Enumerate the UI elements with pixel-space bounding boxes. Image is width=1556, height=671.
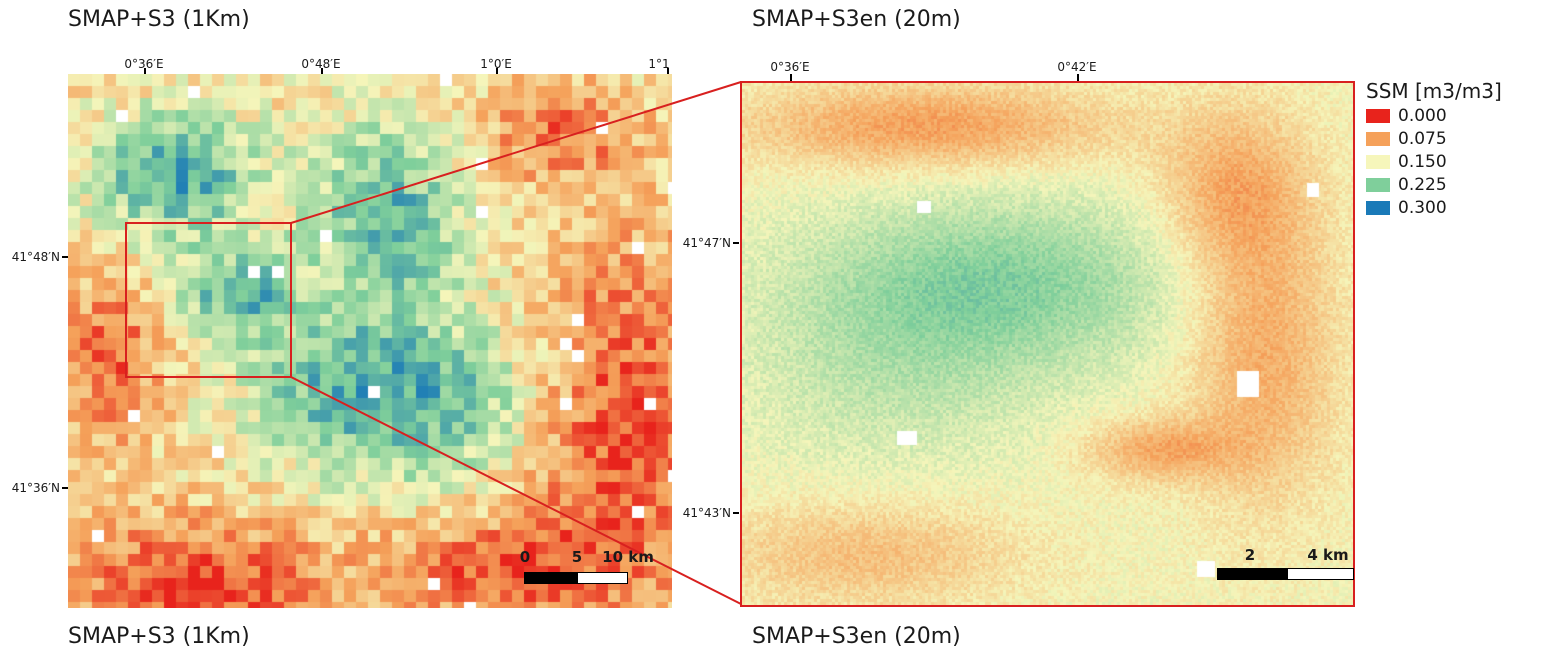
right-y-tick-mark bbox=[733, 512, 739, 514]
legend-swatch bbox=[1366, 200, 1390, 215]
left-x-tick-label: 0°48′E bbox=[301, 57, 341, 71]
left-x-tick-mark bbox=[496, 68, 498, 75]
title-bottom-right: SMAP+S3en (20m) bbox=[752, 624, 961, 649]
legend-item: 0.300 bbox=[1366, 196, 1546, 219]
legend-swatch bbox=[1366, 177, 1390, 192]
left-x-tick-mark bbox=[667, 68, 669, 75]
left-x-tick-label: 1°1 bbox=[648, 57, 670, 71]
coarse-map-raster bbox=[68, 74, 672, 608]
legend-swatch bbox=[1366, 131, 1390, 146]
legend-item: 0.150 bbox=[1366, 150, 1546, 173]
right-y-tick-mark bbox=[733, 242, 739, 244]
legend-label: 0.075 bbox=[1398, 128, 1447, 149]
legend-label: 0.225 bbox=[1398, 174, 1447, 195]
right-x-tick-label: 0°42′E bbox=[1057, 60, 1097, 74]
left-x-tick-label: 1°0′E bbox=[480, 57, 512, 71]
title-top-left: SMAP+S3 (1Km) bbox=[68, 7, 250, 32]
right-x-tick-mark bbox=[1077, 74, 1079, 81]
left-x-tick-label: 0°36′E bbox=[124, 57, 164, 71]
legend-title: SSM [m3/m3] bbox=[1366, 79, 1502, 103]
left-y-tick-mark bbox=[62, 487, 68, 489]
title-bottom-left: SMAP+S3 (1Km) bbox=[68, 624, 250, 649]
legend-label: 0.300 bbox=[1398, 197, 1447, 218]
right-y-tick-label: 41°43′N bbox=[682, 506, 731, 520]
legend: SSM [m3/m3] 0.000 0.075 0.150 0.225 0.30… bbox=[1366, 78, 1546, 219]
coarse-soil-moisture-map bbox=[68, 74, 672, 608]
legend-swatch bbox=[1366, 154, 1390, 169]
legend-label: 0.150 bbox=[1398, 151, 1447, 172]
left-y-tick-label: 41°36′N bbox=[11, 481, 60, 495]
left-x-tick-mark bbox=[321, 68, 323, 75]
right-x-tick-label: 0°36′E bbox=[770, 60, 810, 74]
right-y-tick-label: 41°47′N bbox=[682, 236, 731, 250]
fine-map-raster bbox=[742, 83, 1353, 605]
left-y-tick-label: 41°48′N bbox=[11, 250, 60, 264]
fine-soil-moisture-map bbox=[742, 83, 1353, 605]
left-x-tick-mark bbox=[144, 68, 146, 75]
left-y-tick-mark bbox=[62, 256, 68, 258]
legend-item: 0.075 bbox=[1366, 127, 1546, 150]
legend-swatch bbox=[1366, 108, 1390, 123]
right-x-tick-mark bbox=[790, 74, 792, 81]
legend-item: 0.000 bbox=[1366, 104, 1546, 127]
legend-item: 0.225 bbox=[1366, 173, 1546, 196]
title-top-right: SMAP+S3en (20m) bbox=[752, 7, 961, 32]
legend-label: 0.000 bbox=[1398, 105, 1447, 126]
